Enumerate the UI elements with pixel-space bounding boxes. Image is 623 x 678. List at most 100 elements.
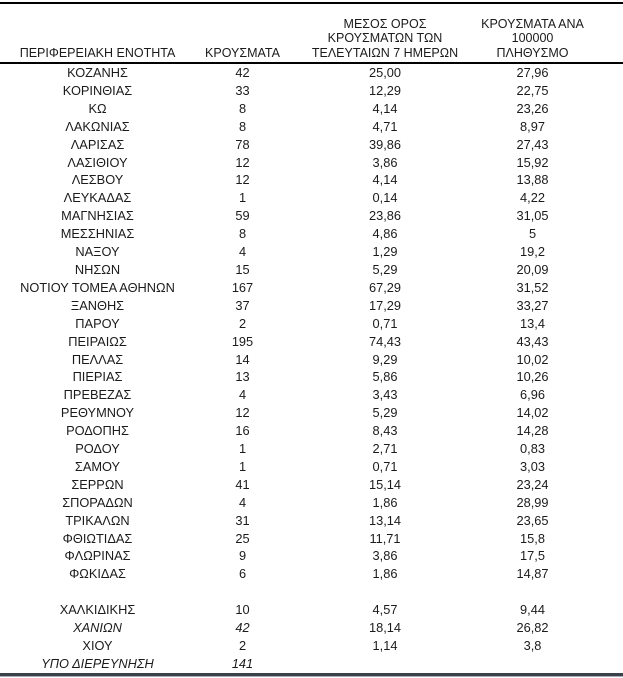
cases-cell: 42 — [235, 65, 250, 80]
row-right-margin — [585, 404, 623, 422]
per100k-cell: 31,52 — [516, 279, 549, 295]
per100k-cell: 23,24 — [516, 476, 549, 492]
row-right-margin — [585, 333, 623, 351]
region-cell: ΡΕΘΥΜΝΟΥ — [60, 405, 135, 421]
table-row: ΚΟΖΑΝΗΣ 42 25,00 27,96 — [0, 63, 623, 82]
region-cell: ΥΠΟ ΔΙΕΡΕΥΝΗΣΗ — [41, 655, 154, 671]
row-right-margin — [585, 351, 623, 369]
table-row: ΜΑΓΝΗΣΙΑΣ 59 23,86 31,05 — [0, 207, 623, 225]
avg7-cell: 4,86 — [372, 226, 398, 242]
per100k-cell: 26,82 — [516, 620, 549, 636]
per100k-cell: 22,75 — [516, 82, 549, 98]
cases-cell: 2 — [238, 637, 247, 653]
table-row: ΜΕΣΣΗΝΙΑΣ 8 4,86 5 — [0, 225, 623, 243]
cases-cell: 59 — [235, 208, 250, 224]
per100k-cell: 10,26 — [516, 369, 549, 385]
region-cell: ΞΑΝΘΗΣ — [70, 297, 125, 313]
table-row: ΛΑΡΙΣΑΣ 78 39,86 27,43 — [0, 136, 623, 154]
table-row: ΠΕΛΛΑΣ 14 9,29 10,02 — [0, 351, 623, 369]
per100k-cell: 3,03 — [520, 458, 545, 474]
region-cell: ΜΑΓΝΗΣΙΑΣ — [61, 208, 134, 224]
table-row: ΡΕΘΥΜΝΟΥ 12 5,29 14,02 — [0, 404, 623, 422]
row-right-margin — [585, 440, 623, 458]
cases-cell — [195, 583, 290, 601]
region-cell: ΦΛΩΡΙΝΑΣ — [64, 548, 131, 564]
table-row: ΛΑΣΙΘΙΟΥ 12 3,86 15,92 — [0, 154, 623, 172]
region-cell: ΛΑΡΙΣΑΣ — [70, 136, 125, 152]
row-right-margin — [585, 63, 623, 82]
region-cell: ΚΟΡΙΝΘΙΑΣ — [62, 82, 133, 98]
table-row: ΥΠΟ ΔΙΕΡΕΥΝΗΣΗ 141 — [0, 655, 623, 673]
avg7-cell: 1,86 — [372, 566, 398, 582]
row-right-margin — [585, 171, 623, 189]
row-right-margin — [585, 476, 623, 494]
table-row: ΧΙΟΥ 2 1,14 3,8 — [0, 637, 623, 655]
table-row: ΣΠΟΡΑΔΩΝ 4 1,86 28,99 — [0, 494, 623, 512]
table-row: ΦΩΚΙΔΑΣ 6 1,86 14,87 — [0, 565, 623, 583]
region-cell: ΧΙΟΥ — [82, 637, 113, 653]
row-right-margin — [585, 565, 623, 583]
avg7-cell: 4,14 — [372, 172, 398, 188]
cases-cell: 4 — [238, 494, 247, 510]
per100k-cell: 13,4 — [520, 315, 545, 331]
table-row: ΠΑΡΟΥ 2 0,71 13,4 — [0, 315, 623, 333]
row-right-margin — [585, 82, 623, 100]
avg7-cell: 5,29 — [372, 405, 398, 421]
table-row: ΚΩ 8 4,14 23,26 — [0, 100, 623, 118]
region-cell — [0, 583, 195, 601]
per100k-cell: 6,96 — [520, 387, 545, 403]
avg7-cell — [290, 583, 480, 601]
row-right-margin — [585, 207, 623, 225]
cases-cell: 37 — [235, 297, 250, 313]
avg7-cell: 3,43 — [372, 387, 398, 403]
row-right-margin — [585, 655, 623, 673]
row-right-margin — [585, 100, 623, 118]
avg7-cell: 5,29 — [372, 261, 398, 277]
region-cell: ΝΑΞΟΥ — [75, 244, 120, 260]
row-right-margin — [585, 189, 623, 207]
row-right-margin — [585, 368, 623, 386]
per100k-cell: 10,02 — [516, 351, 549, 367]
table-row: ΦΛΩΡΙΝΑΣ 9 3,86 17,5 — [0, 547, 623, 565]
per100k-cell: 31,05 — [516, 208, 549, 224]
row-right-margin — [585, 583, 623, 601]
region-cell: ΝΗΣΩΝ — [74, 261, 121, 277]
avg7-cell: 1,29 — [372, 244, 398, 260]
avg7-cell: 18,14 — [368, 620, 402, 636]
table-row: ΛΕΣΒΟΥ 12 4,14 13,88 — [0, 171, 623, 189]
cases-cell: 9 — [238, 548, 247, 564]
cases-cell: 141 — [231, 655, 254, 671]
regional-cases-table: ΠΕΡΙΦΕΡΕΙΑΚΗ ΕΝΟΤΗΤΑ ΚΡΟΥΣΜΑΤΑ ΜΕΣΟΣ ΟΡΟ… — [0, 4, 623, 673]
row-right-margin — [585, 386, 623, 404]
per100k-cell: 27,96 — [516, 65, 549, 80]
avg7-cell: 3,86 — [372, 548, 398, 564]
region-cell: ΣΑΜΟΥ — [74, 458, 121, 474]
per100k-cell: 20,09 — [516, 261, 549, 277]
region-cell: ΠΙΕΡΙΑΣ — [72, 369, 123, 385]
avg7-cell: 2,71 — [372, 441, 398, 457]
avg7-cell: 13,14 — [368, 512, 402, 528]
row-right-margin — [585, 243, 623, 261]
cases-cell: 13 — [235, 369, 250, 385]
avg7-cell: 5,86 — [372, 369, 398, 385]
table-row: ΝΟΤΙΟΥ ΤΟΜΕΑ ΑΘΗΝΩΝ 167 67,29 31,52 — [0, 279, 623, 297]
row-right-margin — [585, 422, 623, 440]
avg7-cell: 4,14 — [372, 100, 398, 116]
avg7-cell: 15,14 — [368, 476, 402, 492]
cases-cell: 33 — [235, 82, 250, 98]
spacer-row — [0, 583, 623, 601]
per100k-cell: 15,8 — [520, 530, 545, 546]
cases-cell: 14 — [235, 351, 250, 367]
region-cell: ΡΟΔΟΥ — [75, 441, 120, 457]
per100k-cell: 9,44 — [520, 602, 545, 618]
region-cell: ΚΟΖΑΝΗΣ — [67, 65, 128, 80]
cases-cell: 1 — [238, 458, 247, 474]
per100k-cell: 14,02 — [516, 405, 549, 421]
avg7-cell: 11,71 — [369, 530, 401, 546]
col-header-region: ΠΕΡΙΦΕΡΕΙΑΚΗ ΕΝΟΤΗΤΑ — [0, 4, 195, 64]
per100k-cell: 43,43 — [516, 333, 549, 349]
table-row: ΡΟΔΟΥ 1 2,71 0,83 — [0, 440, 623, 458]
region-cell: ΦΩΚΙΔΑΣ — [69, 566, 126, 582]
per100k-cell: 14,87 — [516, 566, 549, 582]
